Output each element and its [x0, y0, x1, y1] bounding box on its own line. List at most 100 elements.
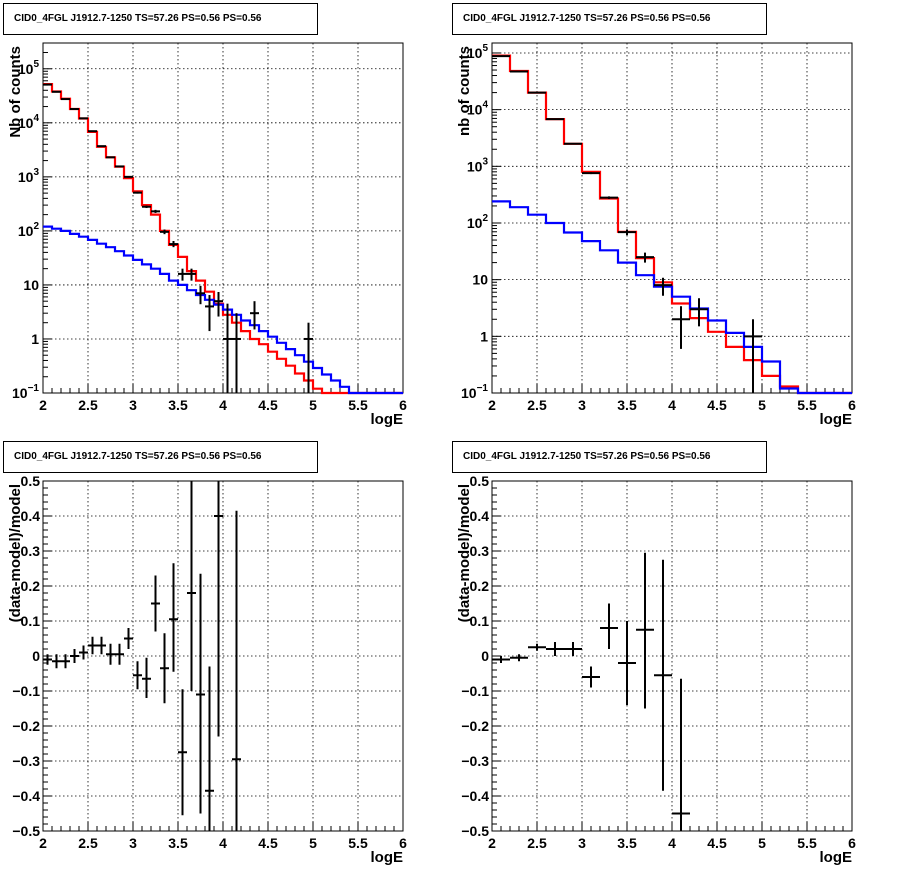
data-point	[672, 679, 690, 831]
data-point	[142, 658, 151, 698]
x-tick-label: 2	[488, 835, 496, 851]
data-point	[70, 109, 79, 110]
x-tick-label: 2	[39, 835, 47, 851]
data-point	[115, 644, 124, 665]
y-tick-label: 102	[467, 213, 489, 231]
x-tick-label: 4.5	[707, 397, 727, 413]
data-point	[151, 210, 160, 213]
data-point	[97, 146, 106, 147]
x-tick-label: 2.5	[78, 397, 98, 413]
data-point	[600, 196, 618, 199]
data-point	[636, 553, 654, 709]
x-tick-label: 4	[219, 835, 227, 851]
data-point	[564, 143, 582, 144]
data-point	[61, 654, 70, 668]
x-tick-label: 5	[758, 835, 766, 851]
x-tick-label: 3.5	[617, 835, 637, 851]
x-tick-label: 3	[129, 835, 137, 851]
x-tick-label: 3.5	[617, 397, 637, 413]
y-tick-label: 103	[467, 156, 489, 174]
data-point	[528, 644, 546, 651]
data-point	[510, 654, 528, 661]
data-point	[169, 563, 178, 672]
y-tick-label: 10	[472, 272, 488, 288]
x-tick-label: 4	[219, 397, 227, 413]
data-point	[510, 71, 528, 72]
data-point	[124, 628, 133, 649]
y-tick-label: 1	[31, 331, 39, 347]
data-point	[133, 661, 142, 689]
data-point	[690, 298, 708, 326]
data-point	[214, 481, 223, 737]
data-point	[546, 119, 564, 120]
x-tick-label: 3	[129, 397, 137, 413]
y-tick-label: −0.1	[461, 683, 489, 699]
y-axis-title: nb of counts	[456, 46, 473, 136]
data-point	[106, 644, 115, 665]
x-tick-label: 3	[578, 835, 586, 851]
data-point	[618, 229, 636, 235]
x-tick-label: 4	[668, 835, 676, 851]
y-axis-title: (data-model)/model	[456, 484, 473, 622]
x-tick-label: 4.5	[258, 835, 278, 851]
y-tick-label: 0	[481, 648, 489, 664]
data-point	[232, 511, 241, 831]
y-tick-label: −0.5	[461, 823, 489, 839]
x-axis-title: logE	[371, 849, 404, 866]
data-point	[232, 313, 241, 393]
data-point	[133, 192, 142, 194]
data-point	[160, 633, 169, 703]
y-tick-label: 10	[23, 277, 39, 293]
data-point	[151, 576, 160, 632]
x-tick-label: 2	[39, 397, 47, 413]
y-tick-label: −0.1	[12, 683, 40, 699]
panel-title-bottom-left: CID0_4FGL J1912.7-1250 TS=57.26 PS=0.56 …	[3, 441, 318, 473]
x-tick-label: 2.5	[527, 835, 547, 851]
x-tick-label: 3.5	[168, 835, 188, 851]
y-tick-label: −0.2	[461, 718, 489, 734]
y-tick-label: −0.4	[12, 788, 40, 804]
y-tick-label: 10−1	[461, 383, 488, 401]
data-point	[582, 667, 600, 688]
x-tick-label: 3	[578, 397, 586, 413]
x-tick-label: 5.5	[348, 397, 368, 413]
y-tick-label: 10−1	[12, 383, 39, 401]
x-tick-label: 5.5	[348, 835, 368, 851]
y-tick-label: −0.4	[461, 788, 489, 804]
data-point	[223, 304, 232, 393]
data-point	[546, 642, 564, 656]
panel-title-top-left: CID0_4FGL J1912.7-1250 TS=57.26 PS=0.56 …	[3, 3, 318, 35]
y-tick-label: 1	[480, 328, 488, 344]
data-point	[61, 99, 70, 100]
data-point	[654, 560, 672, 791]
x-axis-title: logE	[820, 849, 853, 866]
data-point	[115, 166, 124, 167]
y-tick-label: −0.2	[12, 718, 40, 734]
data-point	[304, 323, 313, 393]
data-point	[70, 649, 79, 663]
data-point	[88, 131, 97, 132]
panel-title-bottom-right: CID0_4FGL J1912.7-1250 TS=57.26 PS=0.56 …	[452, 441, 767, 473]
data-point	[600, 604, 618, 650]
x-axis-title: logE	[371, 411, 404, 428]
y-axis-title: (data-model)/model	[7, 484, 24, 622]
data-point	[97, 637, 106, 655]
x-tick-label: 5.5	[797, 835, 817, 851]
data-point	[672, 306, 690, 349]
x-tick-label: 4.5	[707, 835, 727, 851]
x-tick-label: 5	[309, 835, 317, 851]
y-tick-label: −0.3	[12, 753, 40, 769]
y-axis-title: Nb of counts	[7, 46, 24, 138]
data-point	[79, 646, 88, 660]
x-tick-label: 2.5	[527, 397, 547, 413]
data-point	[178, 269, 187, 281]
panel-title-top-right: CID0_4FGL J1912.7-1250 TS=57.26 PS=0.56 …	[452, 3, 767, 35]
x-tick-label: 4.5	[258, 397, 278, 413]
data-point	[528, 92, 546, 93]
data-point	[492, 56, 510, 57]
data-point	[142, 206, 151, 209]
